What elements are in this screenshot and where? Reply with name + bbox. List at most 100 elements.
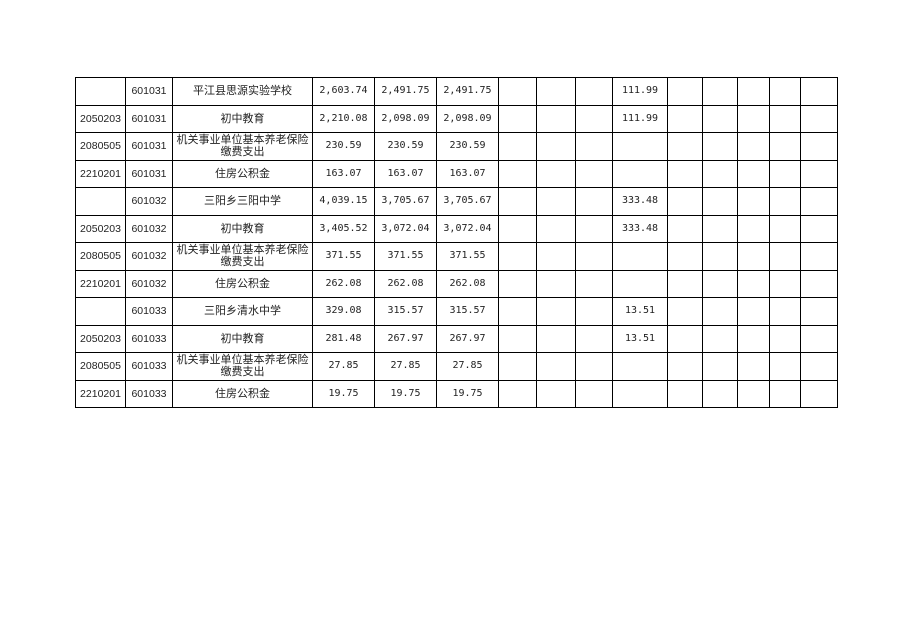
empty-cell <box>737 104 770 133</box>
basic-expense-cell: 27.85 <box>436 352 499 381</box>
empty-cell <box>800 379 838 408</box>
empty-cell <box>498 324 537 353</box>
empty-cell <box>575 379 613 408</box>
empty-cell <box>702 352 738 381</box>
total-cell: 4,039.15 <box>312 187 375 216</box>
project-expense-cell: 13.51 <box>612 297 668 326</box>
empty-cell <box>536 77 576 106</box>
empty-cell <box>737 214 770 243</box>
project-expense-cell: 333.48 <box>612 214 668 243</box>
empty-cell <box>769 159 801 188</box>
empty-cell <box>667 214 703 243</box>
empty-cell <box>536 132 576 161</box>
empty-cell <box>800 242 838 271</box>
function-code-cell: 2050203 <box>75 324 126 353</box>
empty-cell <box>702 242 738 271</box>
empty-cell <box>536 242 576 271</box>
empty-cell <box>800 352 838 381</box>
total-cell: 329.08 <box>312 297 375 326</box>
project-expense-cell: 111.99 <box>612 104 668 133</box>
basic-expense-cell: 315.57 <box>436 297 499 326</box>
empty-cell <box>667 159 703 188</box>
empty-cell <box>498 104 537 133</box>
basic-expense-cell: 2,098.09 <box>436 104 499 133</box>
unit-code-cell: 601031 <box>125 77 173 106</box>
function-code-cell: 2050203 <box>75 214 126 243</box>
unit-code-cell: 601031 <box>125 104 173 133</box>
empty-cell <box>575 77 613 106</box>
empty-cell <box>769 77 801 106</box>
empty-cell <box>575 187 613 216</box>
empty-cell <box>800 214 838 243</box>
empty-cell <box>536 187 576 216</box>
basic-expense-total-cell: 315.57 <box>374 297 437 326</box>
empty-cell <box>575 214 613 243</box>
empty-cell <box>575 242 613 271</box>
empty-cell <box>667 77 703 106</box>
empty-cell <box>702 77 738 106</box>
empty-cell <box>737 352 770 381</box>
empty-cell <box>702 297 738 326</box>
empty-cell <box>702 104 738 133</box>
table-row: 2210201 601033 住房公积金 19.75 19.75 19.75 <box>75 379 838 408</box>
table-row: 2210201 601032 住房公积金 262.08 262.08 262.08 <box>75 269 838 298</box>
basic-expense-total-cell: 230.59 <box>374 132 437 161</box>
empty-cell <box>800 324 838 353</box>
total-cell: 19.75 <box>312 379 375 408</box>
unit-code-cell: 601033 <box>125 379 173 408</box>
function-code-cell: 2050203 <box>75 104 126 133</box>
table-row: 2080505 601031 机关事业单位基本养老保险缴费支出 230.59 230.5… <box>75 132 838 161</box>
total-cell: 230.59 <box>312 132 375 161</box>
function-code-cell <box>75 77 126 106</box>
item-name-cell: 三阳乡清水中学 <box>172 297 313 326</box>
table-row: 2050203 601032 初中教育 3,405.52 3,072.04 3,072.0… <box>75 214 838 243</box>
empty-cell <box>800 77 838 106</box>
unit-code-cell: 601032 <box>125 242 173 271</box>
empty-cell <box>498 297 537 326</box>
empty-cell <box>498 132 537 161</box>
total-cell: 2,603.74 <box>312 77 375 106</box>
table-row: 2080505 601033 机关事业单位基本养老保险缴费支出 27.85 27.85 2… <box>75 352 838 381</box>
empty-cell <box>667 379 703 408</box>
empty-cell <box>536 297 576 326</box>
empty-cell <box>769 297 801 326</box>
table-row: 2050203 601031 初中教育 2,210.08 2,098.09 2,098.0… <box>75 104 838 133</box>
empty-cell <box>769 104 801 133</box>
empty-cell <box>702 214 738 243</box>
total-cell: 163.07 <box>312 159 375 188</box>
item-name-cell: 平江县思源实验学校 <box>172 77 313 106</box>
empty-cell <box>737 77 770 106</box>
empty-cell <box>575 104 613 133</box>
unit-code-cell: 601033 <box>125 352 173 381</box>
empty-cell <box>800 269 838 298</box>
empty-cell <box>498 379 537 408</box>
empty-cell <box>536 159 576 188</box>
project-expense-cell <box>612 242 668 271</box>
empty-cell <box>498 214 537 243</box>
table-row: 601031 平江县思源实验学校 2,603.74 2,491.75 2,491.75 1… <box>75 77 838 106</box>
function-code-cell: 2080505 <box>75 242 126 271</box>
empty-cell <box>575 352 613 381</box>
table-row: 601032 三阳乡三阳中学 4,039.15 3,705.67 3,705.67 333… <box>75 187 838 216</box>
empty-cell <box>769 242 801 271</box>
empty-cell <box>702 159 738 188</box>
empty-cell <box>575 297 613 326</box>
item-name-cell: 机关事业单位基本养老保险缴费支出 <box>172 132 313 161</box>
basic-expense-total-cell: 3,072.04 <box>374 214 437 243</box>
empty-cell <box>536 324 576 353</box>
empty-cell <box>737 379 770 408</box>
empty-cell <box>769 187 801 216</box>
project-expense-cell: 13.51 <box>612 324 668 353</box>
empty-cell <box>667 324 703 353</box>
empty-cell <box>800 187 838 216</box>
basic-expense-total-cell: 2,491.75 <box>374 77 437 106</box>
project-expense-cell: 111.99 <box>612 77 668 106</box>
empty-cell <box>702 379 738 408</box>
item-name-cell: 住房公积金 <box>172 269 313 298</box>
empty-cell <box>536 104 576 133</box>
item-name-cell: 住房公积金 <box>172 159 313 188</box>
item-name-cell: 三阳乡三阳中学 <box>172 187 313 216</box>
empty-cell <box>536 379 576 408</box>
basic-expense-cell: 371.55 <box>436 242 499 271</box>
empty-cell <box>800 132 838 161</box>
